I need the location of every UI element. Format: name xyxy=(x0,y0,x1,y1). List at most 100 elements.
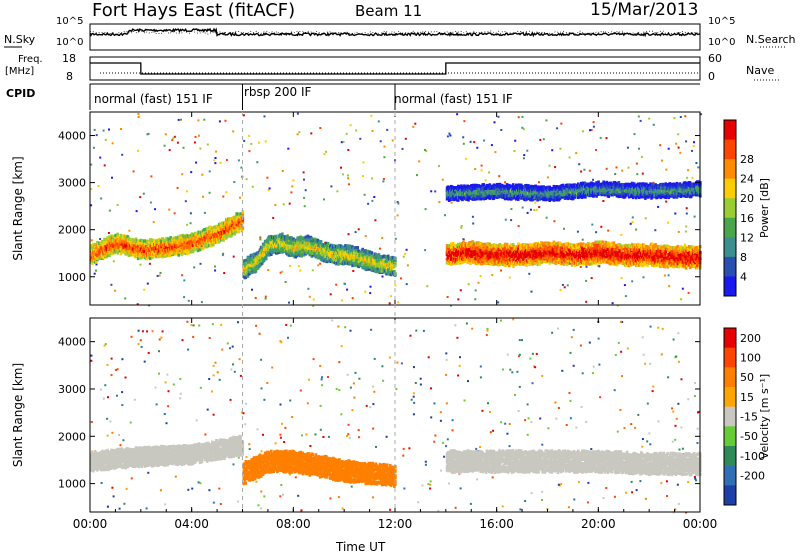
echo-cell xyxy=(116,234,119,238)
echo-cell xyxy=(134,237,138,241)
scatter-point xyxy=(480,169,483,172)
scatter-point xyxy=(397,301,400,304)
scatter-point xyxy=(457,298,460,301)
echo-cell xyxy=(153,238,156,242)
scatter-point xyxy=(595,231,598,234)
scatter-point xyxy=(97,185,100,187)
scatter-point xyxy=(602,200,605,202)
scatter-point xyxy=(504,181,507,184)
scatter-point xyxy=(654,229,657,232)
scatter-point xyxy=(551,149,554,152)
scatter-point xyxy=(190,171,193,174)
echo-cell xyxy=(191,243,195,247)
scatter-point xyxy=(508,276,511,279)
scatter-point xyxy=(251,288,253,291)
scatter-point xyxy=(583,168,586,171)
scatter-point xyxy=(291,185,294,188)
scatter-point xyxy=(232,130,235,133)
scatter-point xyxy=(639,119,642,122)
scatter-point xyxy=(304,189,307,192)
echo-cell xyxy=(93,258,96,262)
echo-cell xyxy=(106,243,109,247)
scatter-point xyxy=(259,238,262,241)
echo-cell xyxy=(132,250,136,254)
scatter-point xyxy=(195,161,198,164)
scatter-point xyxy=(401,147,404,150)
scatter-point xyxy=(176,186,179,189)
scatter-point xyxy=(354,231,357,234)
scatter-point xyxy=(116,204,119,206)
scatter-point xyxy=(382,178,385,180)
echo-cell xyxy=(91,245,94,249)
scatter-point xyxy=(675,142,678,145)
echo-cell xyxy=(156,242,159,246)
scatter-point xyxy=(450,304,452,307)
echo-cell xyxy=(98,252,101,256)
scatter-point xyxy=(635,162,638,165)
scatter-point xyxy=(347,233,350,236)
scatter-point xyxy=(591,223,594,226)
scatter-point xyxy=(620,233,623,236)
echo-cell xyxy=(186,249,190,253)
scatter-point xyxy=(147,132,150,135)
echo-cell xyxy=(646,263,649,267)
scatter-point xyxy=(308,295,311,298)
scatter-point xyxy=(394,284,397,287)
scatter-point xyxy=(355,129,358,132)
echo-cell xyxy=(124,237,128,241)
scatter-point xyxy=(514,139,517,142)
scatter-point xyxy=(568,156,571,159)
scatter-point xyxy=(648,117,651,120)
scatter-point xyxy=(323,198,325,201)
scatter-point xyxy=(535,208,538,211)
scatter-point xyxy=(240,166,243,169)
nsearch-series xyxy=(89,30,701,35)
scatter-point xyxy=(186,223,189,226)
scatter-point xyxy=(667,147,670,150)
scatter-point xyxy=(605,137,608,140)
scatter-point xyxy=(206,143,209,146)
scatter-point xyxy=(585,265,588,268)
scatter-point xyxy=(403,252,406,255)
scatter-point xyxy=(521,115,524,118)
scatter-point xyxy=(680,298,683,301)
scatter-point xyxy=(510,208,513,210)
scatter-point xyxy=(383,145,386,148)
scatter-point xyxy=(242,114,245,117)
scatter-point xyxy=(158,274,161,277)
scatter-point xyxy=(281,170,284,172)
echo-cell xyxy=(178,245,181,249)
scatter-point xyxy=(128,229,131,232)
scatter-point xyxy=(267,189,270,192)
scatter-point xyxy=(154,208,156,211)
scatter-point xyxy=(396,201,399,203)
scatter-point xyxy=(254,297,257,299)
scatter-point xyxy=(434,190,437,193)
scatter-point xyxy=(490,144,493,147)
echo-cell xyxy=(158,241,161,245)
scatter-point xyxy=(636,173,639,176)
scatter-point xyxy=(644,217,647,220)
scatter-point xyxy=(143,288,146,291)
scatter-point xyxy=(526,149,529,152)
echo-cell xyxy=(95,260,98,264)
scatter-point xyxy=(183,279,186,282)
scatter-point xyxy=(200,301,203,304)
echo-cell xyxy=(97,247,100,251)
echo-cell xyxy=(170,243,173,248)
scatter-point xyxy=(479,275,482,277)
echo-cell xyxy=(164,251,167,255)
scatter-point xyxy=(685,225,688,228)
scatter-point xyxy=(405,283,408,286)
scatter-point xyxy=(181,173,184,176)
scatter-point xyxy=(289,265,291,267)
scatter-point xyxy=(605,167,608,170)
scatter-point xyxy=(288,301,290,304)
scatter-point xyxy=(684,230,687,233)
scatter-point xyxy=(578,163,581,166)
echo-cell xyxy=(119,252,123,256)
scatter-point xyxy=(364,235,367,237)
scatter-point xyxy=(146,282,149,285)
scatter-point xyxy=(90,163,93,166)
scatter-point xyxy=(521,206,524,209)
